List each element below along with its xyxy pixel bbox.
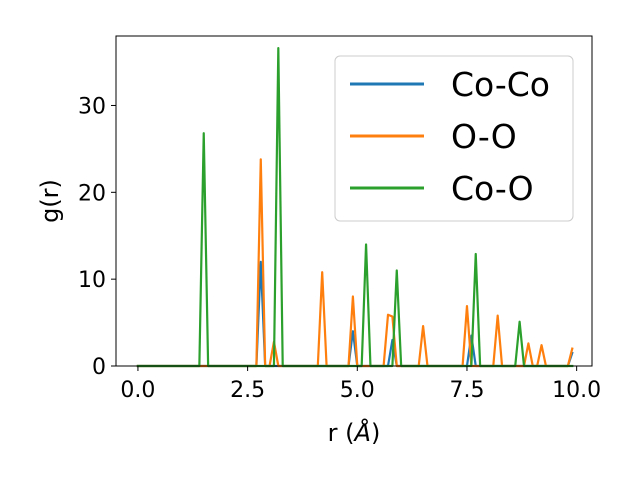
legend-items: Co-Co O-O Co-O	[350, 65, 550, 208]
legend-label-co-co: Co-Co	[451, 65, 550, 104]
y-tick-label: 0	[92, 355, 106, 380]
legend-label-o-o: O-O	[451, 117, 517, 156]
x-tick-label: 5.0	[340, 378, 375, 403]
y-tick-label: 20	[78, 181, 106, 206]
y-axis-label: g(r)	[36, 179, 64, 223]
x-axis-label: r (Å)	[328, 418, 381, 447]
x-tick-label: 0.0	[120, 378, 155, 403]
legend: Co-Co O-O Co-O	[334, 55, 574, 222]
x-tick-label: 2.5	[230, 378, 265, 403]
x-tick-label: 7.5	[449, 378, 484, 403]
x-axis: 0.0 2.5 5.0 7.5 10.0	[120, 366, 601, 403]
x-tick-label: 10.0	[552, 378, 601, 403]
legend-box	[334, 55, 574, 222]
y-tick-label: 30	[78, 94, 106, 119]
plot-frame	[115, 35, 593, 367]
y-tick-label: 10	[78, 268, 106, 293]
y-axis: 0 10 20 30	[78, 94, 116, 380]
legend-label-co-o: Co-O	[451, 169, 534, 208]
